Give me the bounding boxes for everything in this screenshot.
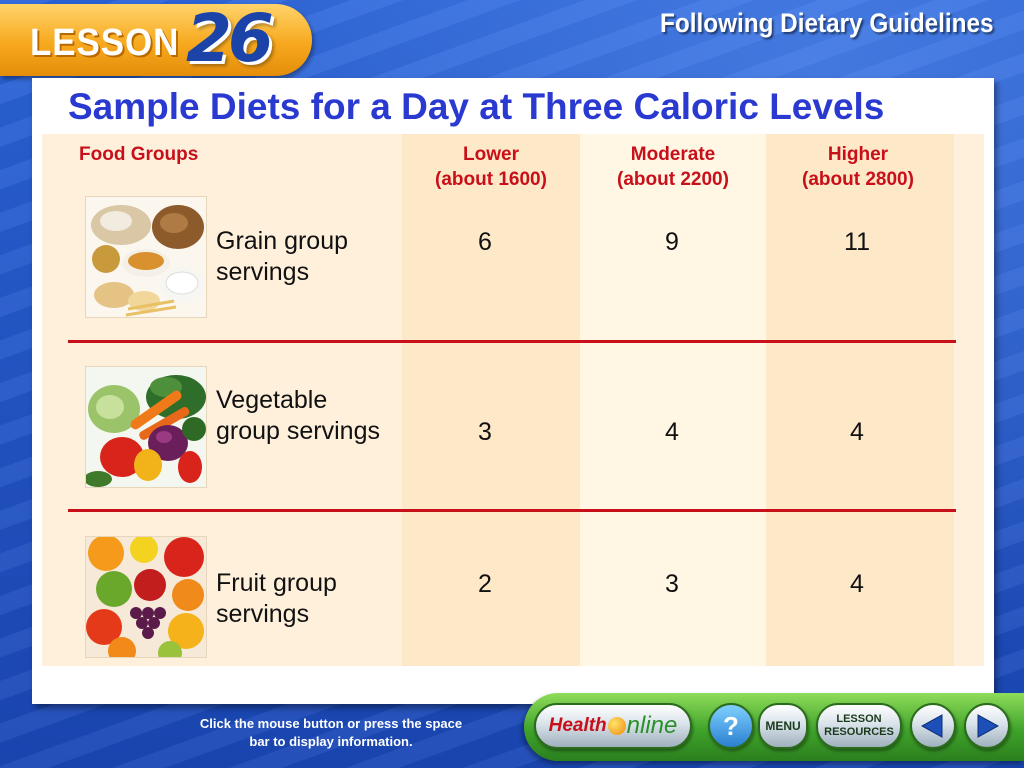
row-divider xyxy=(68,340,956,343)
cell-fruit-higher: 4 xyxy=(850,570,864,598)
chapter-title: Following Dietary Guidelines xyxy=(660,8,994,38)
resources-label-line2: RESOURCES xyxy=(824,726,894,738)
cell-fruit-moderate: 3 xyxy=(665,570,679,598)
cell-vegetable-moderate: 4 xyxy=(665,418,679,446)
cell-fruit-lower: 2 xyxy=(478,570,492,598)
header-lower: Lower (about 1600) xyxy=(402,142,580,192)
lesson-word: LESSON xyxy=(30,22,180,64)
column-band-lower xyxy=(402,134,580,666)
instruction-text: Click the mouse button or press the spac… xyxy=(199,716,463,749)
header-moderate-title: Moderate xyxy=(630,144,716,165)
lesson-badge: LESSON 26 xyxy=(0,0,312,77)
lesson-number: 26 xyxy=(186,0,274,77)
health-online-button[interactable]: Health nline xyxy=(534,703,692,749)
health-label: Health xyxy=(548,715,607,736)
fruits-image xyxy=(85,536,207,658)
next-slide-button[interactable] xyxy=(964,703,1010,749)
row-divider xyxy=(68,509,956,512)
header-moderate-sub: (about 2200) xyxy=(617,169,729,190)
header-higher-sub: (about 2800) xyxy=(802,169,914,190)
header-higher: Higher (about 2800) xyxy=(766,142,950,192)
header-higher-title: Higher xyxy=(827,144,889,165)
vegetables-image xyxy=(85,366,207,488)
help-button[interactable]: ? xyxy=(708,703,754,749)
globe-icon xyxy=(607,717,626,735)
menu-button[interactable]: MENU xyxy=(758,703,808,749)
header-lower-sub: (about 1600) xyxy=(435,169,547,190)
question-mark-icon: ? xyxy=(723,710,739,741)
column-band-higher xyxy=(766,134,954,666)
cell-grain-lower: 6 xyxy=(478,228,492,256)
arrow-left-icon xyxy=(920,714,943,738)
online-label: nline xyxy=(626,712,678,739)
diet-table: Food Groups Lower (about 1600) Moderate … xyxy=(42,134,984,666)
lesson-resources-button[interactable]: LESSON RESOURCES xyxy=(816,703,902,749)
cell-vegetable-lower: 3 xyxy=(478,418,492,446)
cell-vegetable-higher: 4 xyxy=(850,418,864,446)
slide-title: Sample Diets for a Day at Three Caloric … xyxy=(68,86,885,127)
row-label-fruit: Fruit group servings xyxy=(216,569,337,628)
grain-foods-image xyxy=(85,196,207,318)
cell-grain-moderate: 9 xyxy=(665,228,679,256)
header-moderate: Moderate (about 2200) xyxy=(580,142,766,192)
header-lower-title: Lower xyxy=(463,144,519,165)
previous-slide-button[interactable] xyxy=(910,703,956,749)
header-food-groups: Food Groups xyxy=(79,144,199,165)
resources-label-line1: LESSON xyxy=(836,713,882,725)
row-label-vegetable: Vegetable group servings xyxy=(216,386,380,445)
row-label-grain: Grain group servings xyxy=(216,227,349,286)
column-band-moderate xyxy=(580,134,766,666)
cell-grain-higher: 11 xyxy=(844,228,870,256)
arrow-right-icon xyxy=(977,714,1000,738)
